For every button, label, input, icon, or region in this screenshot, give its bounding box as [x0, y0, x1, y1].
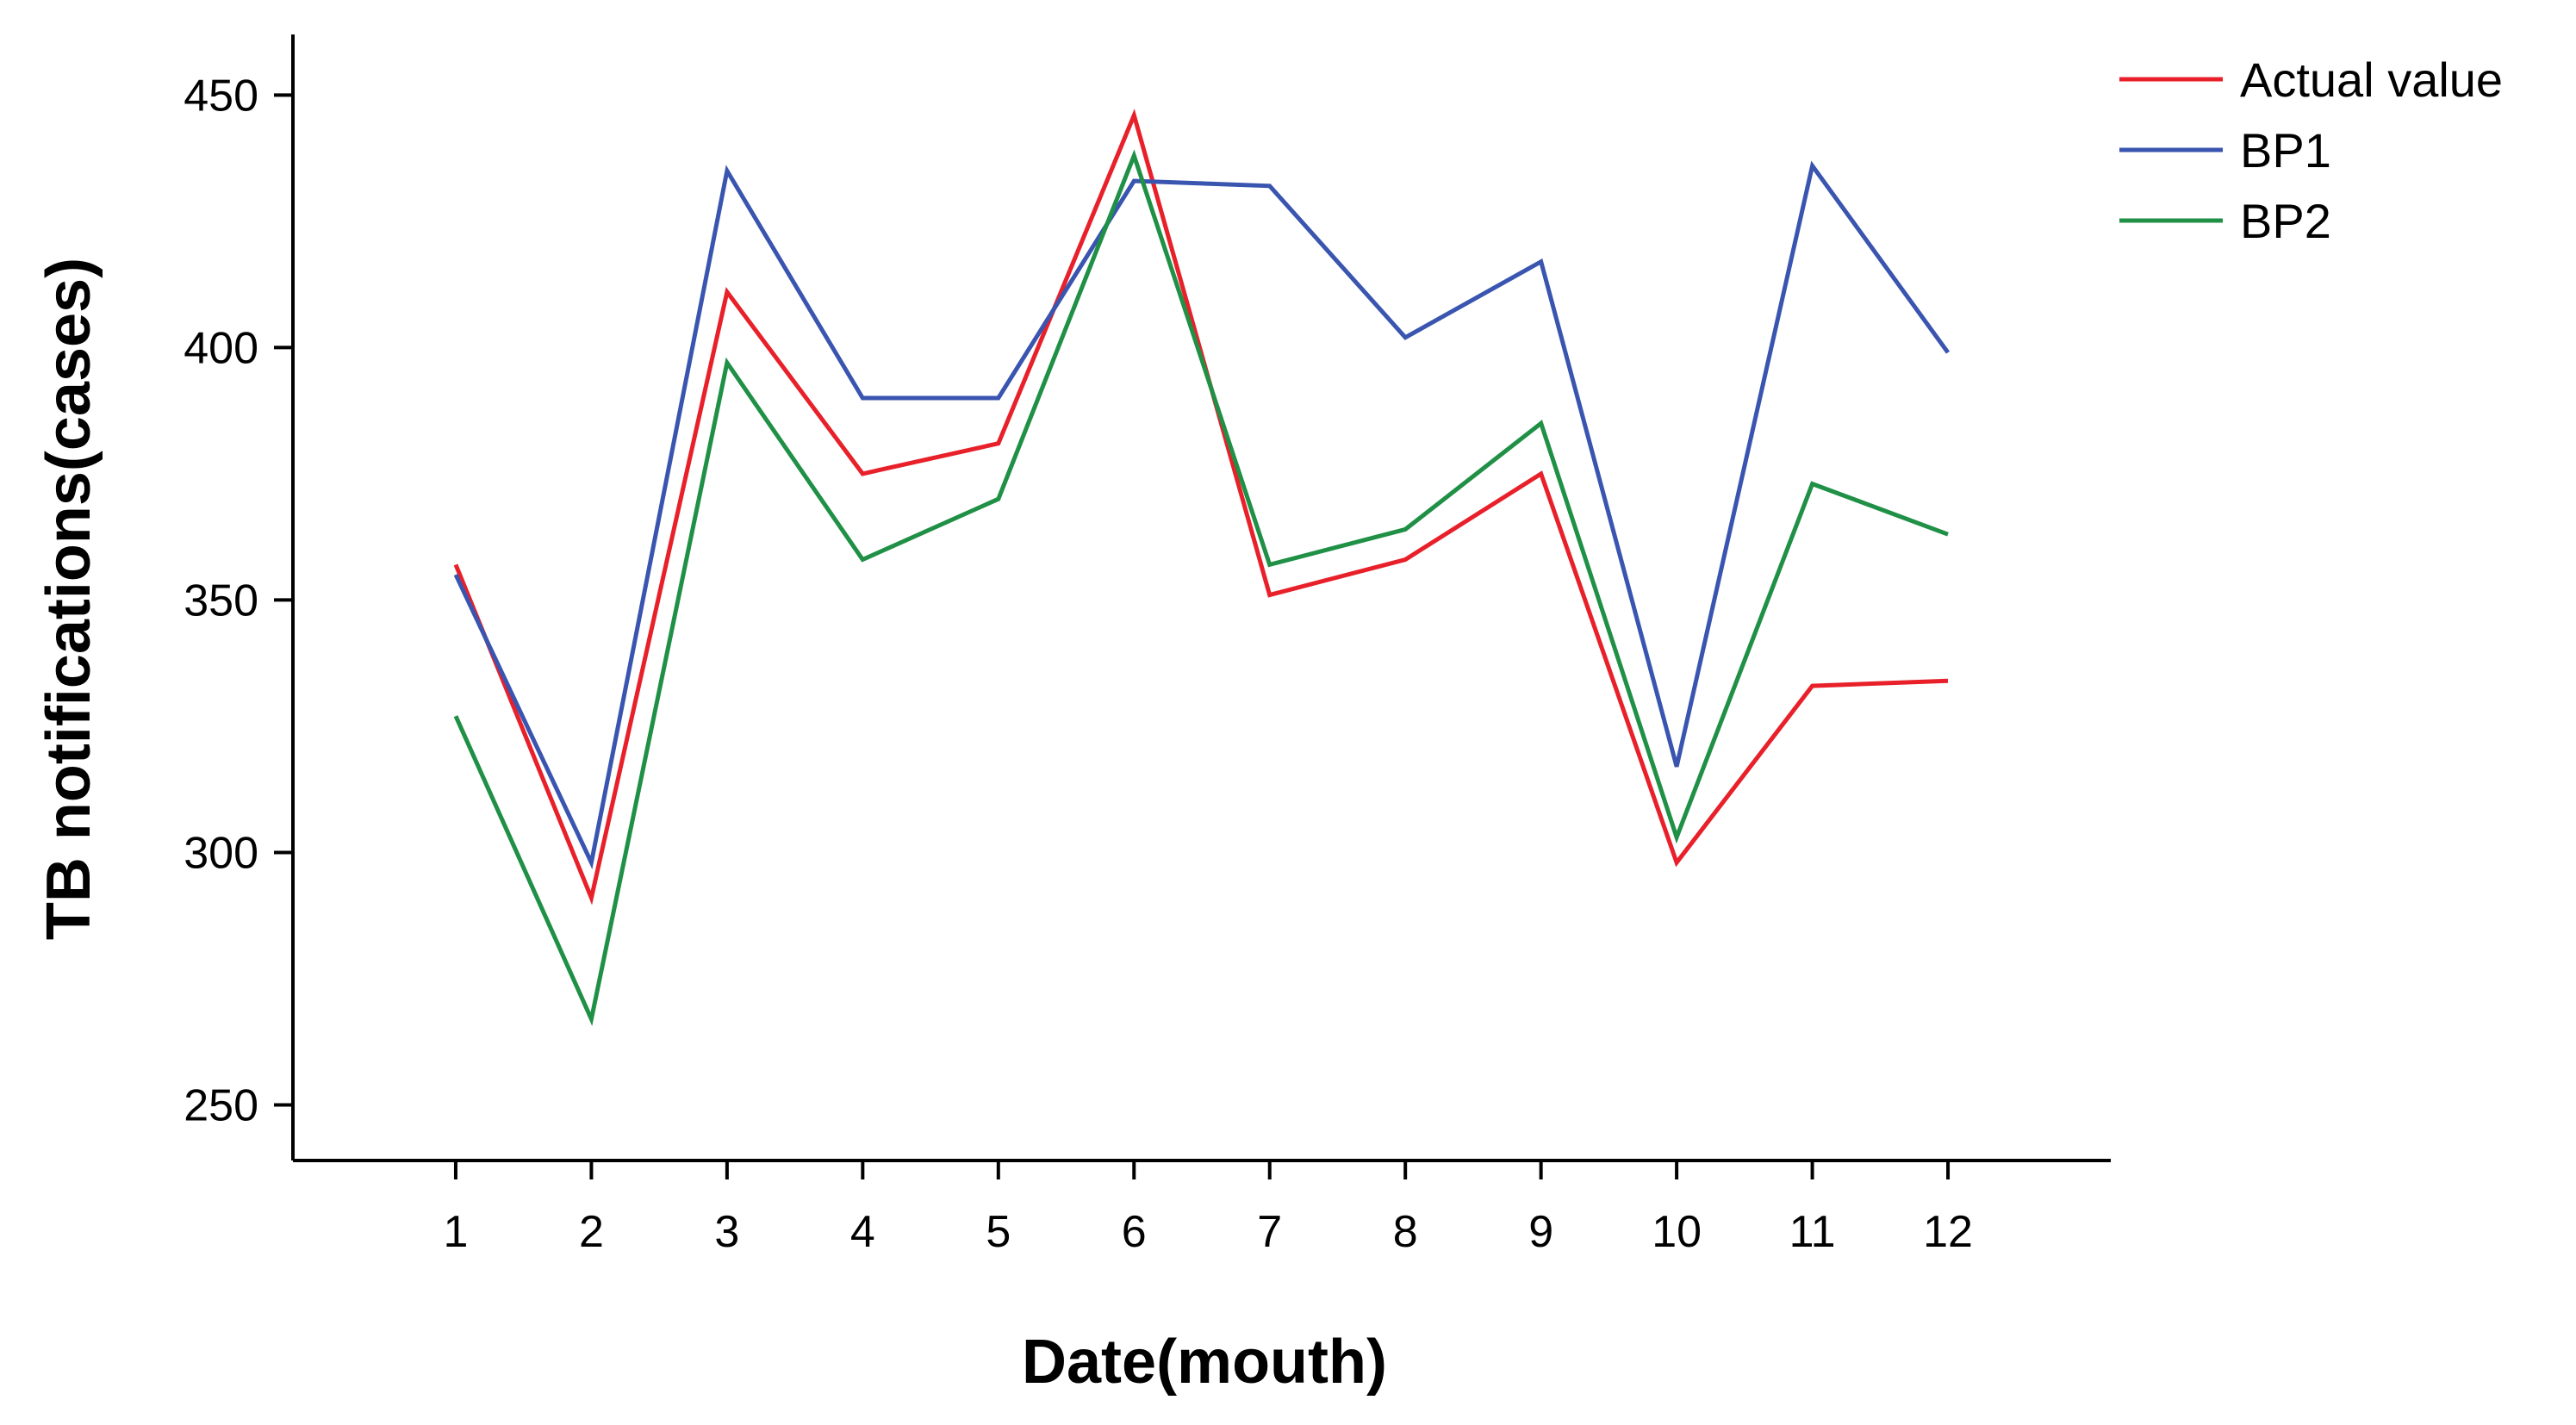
x-tick-label: 2 — [579, 1207, 604, 1257]
y-axis-ticks: 250 300 350 400 450 — [184, 71, 293, 1131]
x-tick-label: 7 — [1257, 1207, 1282, 1257]
series-line-actual-value — [453, 109, 1949, 905]
series-lines — [453, 109, 1951, 1026]
x-tick-label: 12 — [1923, 1207, 1973, 1257]
y-tick-label: 400 — [184, 323, 258, 373]
x-tick-label: 4 — [850, 1207, 875, 1257]
x-tick-label: 10 — [1652, 1207, 1702, 1257]
legend-label-actual-value: Actual value — [2240, 53, 2503, 107]
x-tick-label: 9 — [1528, 1207, 1553, 1257]
y-tick-label: 300 — [184, 828, 258, 878]
x-axis-title: Date(mouth) — [1022, 1328, 1387, 1397]
y-tick-label: 350 — [184, 576, 258, 625]
y-axis-title: TB notifications(cases) — [34, 258, 103, 940]
x-tick-label: 3 — [714, 1207, 739, 1257]
x-tick-label: 1 — [443, 1207, 468, 1257]
legend: Actual value BP1 BP2 — [2119, 53, 2503, 248]
y-tick-label: 450 — [184, 71, 258, 121]
x-axis-ticks: 1 2 3 4 5 6 7 8 9 10 11 12 — [443, 1161, 1973, 1257]
y-tick-label: 250 — [184, 1081, 258, 1131]
legend-label-bp2: BP2 — [2240, 194, 2331, 248]
x-tick-label: 6 — [1122, 1207, 1147, 1257]
x-tick-label: 8 — [1393, 1207, 1418, 1257]
x-tick-label: 11 — [1789, 1207, 1836, 1257]
series-line-bp2 — [453, 149, 1949, 1026]
legend-label-bp1: BP1 — [2240, 123, 2331, 177]
series-line-bp1 — [453, 160, 1951, 870]
x-tick-label: 5 — [986, 1207, 1011, 1257]
axes — [291, 34, 2111, 1162]
